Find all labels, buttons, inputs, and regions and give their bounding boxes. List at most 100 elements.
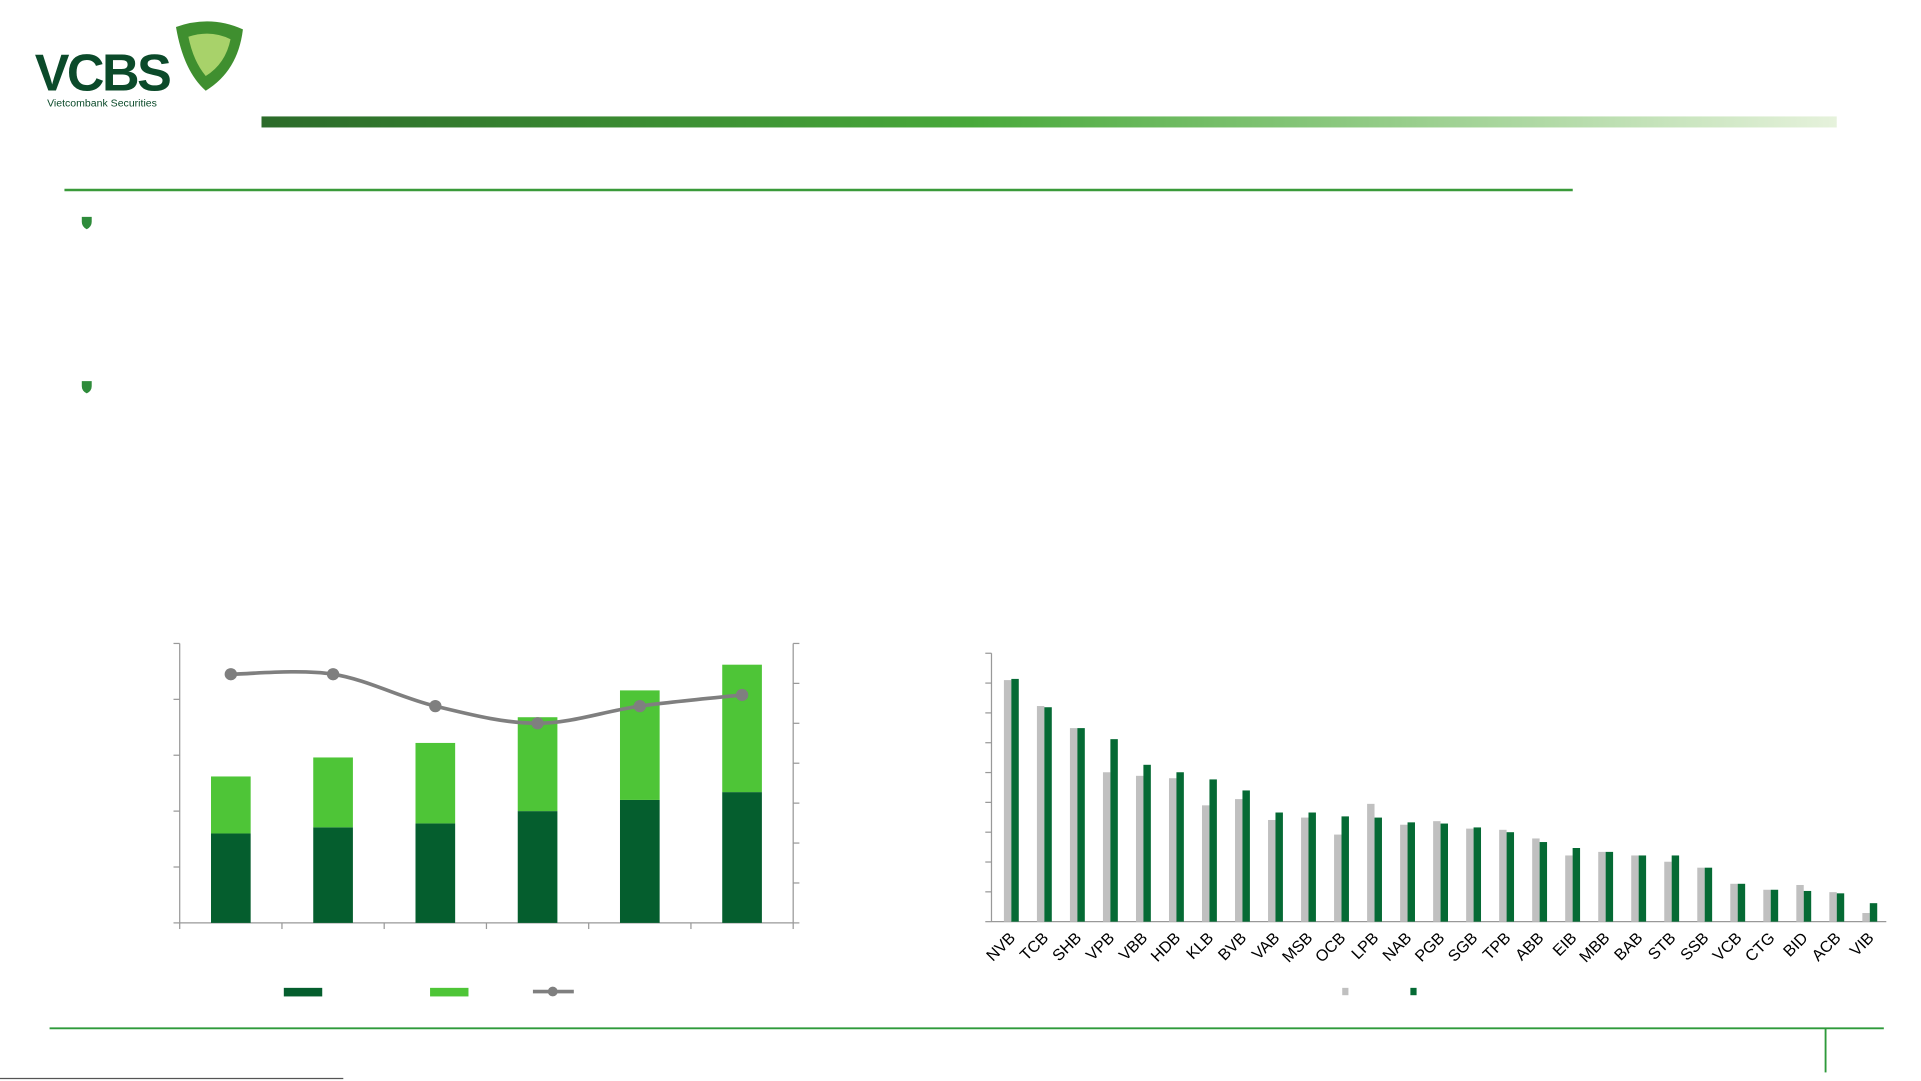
bar-segment xyxy=(517,717,558,812)
bar xyxy=(1102,772,1111,922)
bar xyxy=(1704,867,1713,922)
bar xyxy=(1763,889,1771,922)
bar xyxy=(1829,892,1837,922)
bar xyxy=(1367,803,1375,922)
bar-segment xyxy=(211,776,251,834)
bar xyxy=(1803,890,1812,922)
bar-segment xyxy=(211,833,251,923)
bar xyxy=(1499,829,1507,922)
bar xyxy=(1069,728,1078,922)
legend-swatch xyxy=(1342,987,1349,996)
bar xyxy=(1202,805,1210,922)
line xyxy=(230,670,743,726)
bar xyxy=(1011,678,1019,922)
line-point xyxy=(224,668,238,681)
header-bar xyxy=(261,116,1837,128)
bullet xyxy=(81,216,92,230)
bar-segment xyxy=(619,799,660,923)
bar xyxy=(1605,851,1614,922)
bar xyxy=(1275,812,1283,922)
x-tick-label: STB xyxy=(1645,929,1680,964)
x-tick-label: MBB xyxy=(1576,929,1613,966)
x-tick-label: EIB xyxy=(1549,929,1580,960)
bar xyxy=(1036,706,1045,922)
bar xyxy=(1532,838,1540,922)
bar xyxy=(1862,913,1870,922)
logo-shield-inner xyxy=(188,33,231,76)
bar xyxy=(1631,855,1639,922)
bar xyxy=(1003,680,1012,922)
line-point xyxy=(531,717,544,730)
bar xyxy=(1466,828,1474,922)
bar xyxy=(1796,884,1804,922)
bar xyxy=(1077,728,1085,922)
bar xyxy=(1374,817,1382,922)
bar xyxy=(1737,883,1746,922)
x-tick-label: BAB xyxy=(1611,929,1647,964)
x-tick-label: ABB xyxy=(1512,929,1548,964)
x-tick-label: KLB xyxy=(1183,929,1217,963)
line-point xyxy=(633,699,647,713)
x-tick-label: NAB xyxy=(1379,929,1415,965)
bar xyxy=(1664,861,1672,922)
bar xyxy=(1440,823,1449,922)
x-tick-label: SHB xyxy=(1049,929,1085,965)
bullet xyxy=(81,381,92,394)
bar xyxy=(1176,772,1184,922)
x-tick-label: BVB xyxy=(1215,929,1251,964)
bar xyxy=(1135,775,1144,922)
x-tick-label: ACB xyxy=(1808,929,1844,965)
x-tick-label: NVB xyxy=(983,929,1019,965)
bar xyxy=(1638,855,1647,922)
bar xyxy=(1869,903,1878,922)
bar xyxy=(1565,855,1573,922)
x-tick-label: TCB xyxy=(1017,929,1053,964)
bar xyxy=(1341,816,1349,922)
bar xyxy=(1407,822,1415,922)
bar xyxy=(1044,707,1052,922)
x-tick-label: SSB xyxy=(1677,929,1713,964)
x-tick-label: VCB xyxy=(1709,929,1745,965)
bar-segment xyxy=(313,827,353,923)
x-tick-label: BID xyxy=(1780,929,1812,960)
bar xyxy=(1400,824,1408,922)
logo-tagline: Vietcombank Securities xyxy=(47,99,157,110)
line-point xyxy=(735,688,749,702)
legend-swatch xyxy=(430,987,469,997)
x-tick-label: VIB xyxy=(1846,929,1877,960)
bar xyxy=(1473,827,1482,922)
bar xyxy=(1836,893,1845,922)
legend-swatch xyxy=(547,986,558,997)
line-point xyxy=(326,668,340,681)
legend-swatch xyxy=(283,987,323,997)
bar-segment xyxy=(313,757,353,828)
bar xyxy=(1268,819,1276,922)
bar-segment xyxy=(415,823,456,923)
logo-name: VCBS xyxy=(35,44,171,102)
bar xyxy=(1235,799,1243,922)
bar xyxy=(1308,812,1316,922)
bar xyxy=(1572,848,1581,922)
bar xyxy=(1697,867,1705,922)
x-tick-label: VPB xyxy=(1083,929,1119,964)
x-tick-label: OCB xyxy=(1312,929,1349,966)
line-point xyxy=(429,699,442,713)
bar-segment xyxy=(415,742,456,824)
x-tick-label: TPB xyxy=(1479,929,1514,964)
x-tick-label: HDB xyxy=(1147,929,1184,965)
bar xyxy=(1770,889,1779,922)
x-tick-label: MSB xyxy=(1279,929,1316,966)
bar xyxy=(1598,851,1606,922)
x-tick-label: SGB xyxy=(1445,929,1482,965)
bar xyxy=(1242,790,1250,922)
bar xyxy=(1506,832,1515,922)
bar-segment xyxy=(722,664,762,793)
x-tick-label: LPB xyxy=(1348,929,1382,963)
x-tick-label: CTG xyxy=(1742,929,1779,965)
bar xyxy=(1671,855,1680,922)
bar xyxy=(1110,739,1118,922)
bar xyxy=(1433,821,1441,922)
bar xyxy=(1539,842,1548,922)
